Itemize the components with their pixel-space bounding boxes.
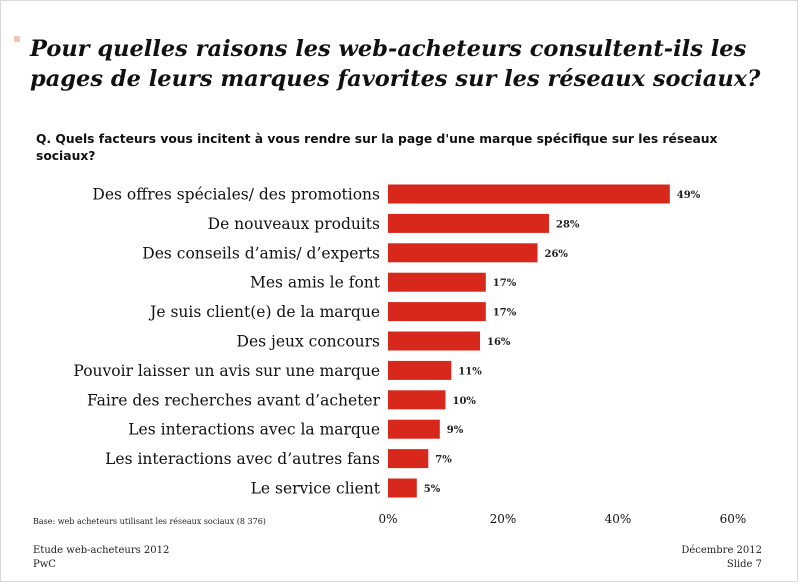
bar [388, 390, 446, 410]
bar [388, 331, 480, 351]
footer-company: PwC [33, 559, 56, 570]
x-tick-label: 60% [720, 512, 747, 526]
bar [388, 302, 486, 322]
category-label: Les interactions avec d’autres fans [105, 450, 380, 468]
bar [388, 478, 417, 498]
bar [388, 360, 452, 380]
bar [388, 213, 549, 233]
data-label: 49% [677, 190, 701, 201]
data-label: 5% [424, 484, 441, 495]
slide-title: Pour quelles raisons les web-acheteurs c… [30, 36, 761, 92]
category-label: Des conseils d’amis/ d’experts [142, 244, 380, 262]
category-label: De nouveaux produits [208, 215, 380, 233]
bar [388, 419, 440, 439]
data-label: 10% [453, 396, 477, 407]
category-label: Le service client [251, 480, 381, 498]
data-label: 9% [447, 425, 464, 436]
data-label: 28% [556, 219, 580, 230]
bar [388, 243, 538, 263]
x-tick-label: 40% [605, 512, 632, 526]
base-note: Base: web acheteurs utilisant les réseau… [33, 517, 266, 526]
category-label: Des offres spéciales/ des promotions [92, 186, 380, 204]
footer-right: Décembre 2012 Slide 7 [681, 544, 762, 572]
survey-question: Q. Quels facteurs vous incitent à vous r… [36, 132, 718, 163]
footer-date: Décembre 2012 [681, 545, 762, 556]
data-label: 16% [487, 337, 511, 348]
footer-slide-number: Slide 7 [726, 559, 762, 570]
data-label: 11% [458, 366, 482, 377]
footer-study-name: Etude web-acheteurs 2012 [33, 545, 170, 556]
footer-left: Etude web-acheteurs 2012 PwC [33, 544, 169, 572]
category-label: Je suis client(e) de la marque [148, 303, 380, 321]
category-label: Des jeux concours [237, 333, 381, 351]
category-label: Faire des recherches avant d’acheter [87, 391, 381, 409]
bar [388, 184, 670, 204]
data-label: 26% [545, 249, 569, 260]
category-label: Pouvoir laisser un avis sur une marque [73, 362, 380, 380]
data-label: 7% [435, 455, 452, 466]
category-label: Les interactions avec la marque [128, 421, 380, 439]
slide-corner-mark [14, 36, 20, 42]
data-label: 17% [493, 308, 517, 319]
bar [388, 272, 486, 292]
data-label: 17% [493, 278, 517, 289]
x-tick-label: 0% [378, 512, 397, 526]
x-tick-label: 20% [490, 512, 517, 526]
bar [388, 449, 429, 469]
category-label: Mes amis le font [250, 274, 381, 292]
